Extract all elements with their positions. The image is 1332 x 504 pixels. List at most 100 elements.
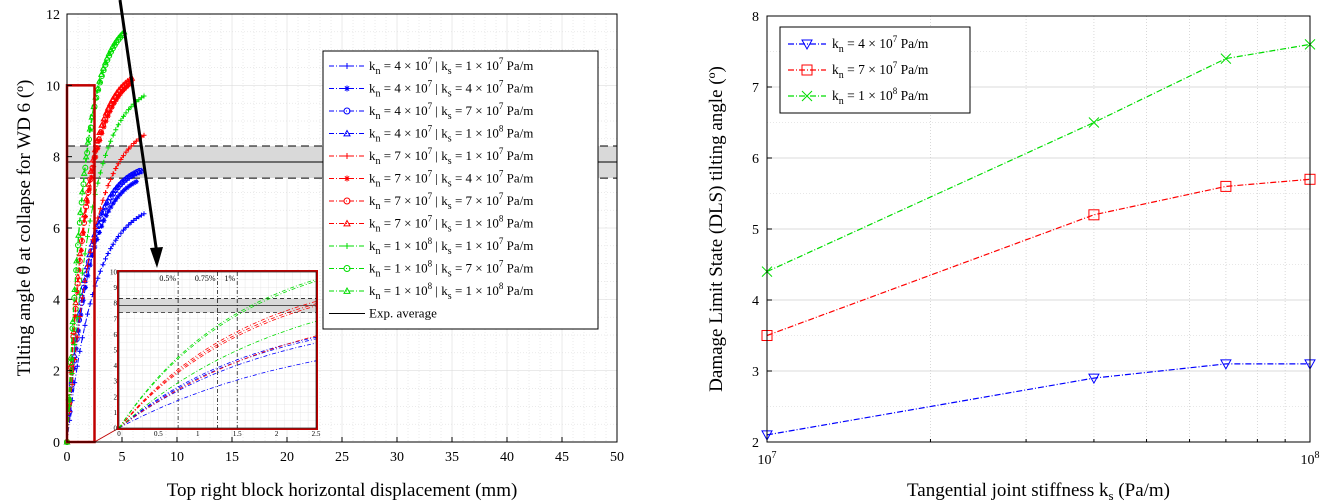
series-marker (115, 161, 121, 167)
series-marker (96, 77, 103, 84)
series-marker (83, 195, 90, 202)
series-marker (133, 216, 139, 222)
zoom-connector (94, 427, 120, 443)
series-marker (93, 137, 101, 144)
series-marker (99, 64, 107, 71)
legend-marker (343, 107, 351, 115)
series-marker (113, 165, 119, 171)
series-marker (99, 223, 105, 229)
y-tick-label: 8 (53, 151, 60, 166)
y-tick-label: 6 (752, 152, 759, 167)
legend-marker (343, 197, 351, 205)
series-marker (72, 299, 80, 306)
legend-marker (801, 90, 813, 102)
series-marker (126, 146, 132, 152)
series-marker (117, 191, 123, 197)
y-tick-label: 4 (53, 293, 60, 308)
series-marker (87, 176, 94, 183)
series-marker (87, 186, 93, 192)
inset-series-line (118, 279, 317, 429)
series-marker (101, 218, 107, 224)
series-marker (103, 54, 111, 61)
series-marker (124, 185, 130, 191)
series-marker (103, 152, 108, 158)
series-marker (85, 263, 91, 269)
inset-y-tick-label: 1 (114, 409, 118, 417)
series-marker (103, 198, 111, 205)
series-marker (118, 157, 124, 163)
legend-marker (344, 175, 350, 182)
series-marker (74, 363, 80, 369)
series-marker (100, 161, 106, 167)
series-marker (85, 199, 91, 205)
series-marker (141, 93, 147, 99)
series-marker (138, 167, 146, 174)
x-tick-label: 10 (170, 450, 184, 465)
series-marker (115, 234, 121, 240)
series-marker (77, 291, 83, 297)
series-marker (111, 186, 118, 193)
series-marker (126, 222, 132, 228)
x-axis-label: Top right block horizontal displacement … (167, 480, 518, 501)
series-marker (118, 230, 124, 236)
series-marker (123, 149, 129, 155)
legend-label: kn = 4 × 107 Pa/m (832, 34, 929, 55)
series-marker (136, 97, 142, 103)
series-marker (80, 169, 88, 176)
series-marker (130, 170, 138, 177)
series-marker (97, 268, 103, 274)
series-marker (111, 39, 119, 46)
series-marker (76, 328, 82, 334)
series-marker (77, 348, 83, 354)
legend-marker (343, 219, 351, 227)
series-marker (95, 180, 101, 186)
inset-x-tick-label: 2.5 (312, 430, 321, 438)
series-marker (120, 153, 126, 159)
legend-marker (344, 85, 350, 92)
series-marker (113, 127, 119, 133)
x-tick-label: 108 (1301, 450, 1320, 468)
series-marker (73, 257, 80, 264)
series-marker (85, 234, 91, 240)
series-marker (87, 167, 95, 174)
series-marker (94, 236, 100, 242)
y-axis-label: Damage Limit State (DLS) tilting angle (… (706, 66, 727, 392)
series-marker (86, 125, 94, 132)
series-marker (141, 132, 147, 138)
series-marker (136, 214, 142, 220)
series-line (766, 363, 1310, 436)
series-marker (75, 242, 81, 249)
y-tick-label: 0 (53, 436, 60, 451)
series-marker (82, 251, 88, 257)
series-marker (113, 237, 119, 243)
y-tick-label: 12 (46, 8, 60, 23)
inset-vline-label: 0.75% (195, 274, 216, 283)
legend-label: kn = 1 × 108 | ks = 7 × 107 Pa/m (369, 259, 533, 280)
inset-y-tick-label: 10 (110, 269, 118, 277)
x-tick-label: 35 (445, 450, 459, 465)
inset-series-line (118, 303, 317, 429)
x-tick-label: 15 (225, 450, 239, 465)
series-marker (115, 122, 121, 128)
legend-label: kn = 1 × 108 | ks = 1 × 108 Pa/m (369, 281, 533, 302)
series-marker (69, 318, 77, 325)
inset-vline-label: 1% (225, 274, 236, 283)
series-marker (102, 109, 110, 116)
y-tick-label: 10 (46, 79, 60, 94)
series-marker (122, 187, 128, 193)
series-marker (133, 138, 139, 144)
dls-series-1 (761, 173, 1316, 341)
series-marker (78, 188, 86, 195)
series-marker (110, 171, 116, 177)
series-marker (85, 311, 91, 317)
inset-x-tick-label: 1.5 (233, 430, 242, 438)
series-marker (115, 194, 121, 200)
series-marker (100, 115, 108, 122)
series-marker (125, 173, 133, 180)
inset-series-line (118, 338, 317, 429)
series-marker (98, 121, 105, 128)
series-marker (105, 183, 111, 189)
series-marker (74, 315, 80, 321)
legend-label-exp: Exp. average (369, 306, 437, 321)
series-marker (100, 262, 106, 268)
